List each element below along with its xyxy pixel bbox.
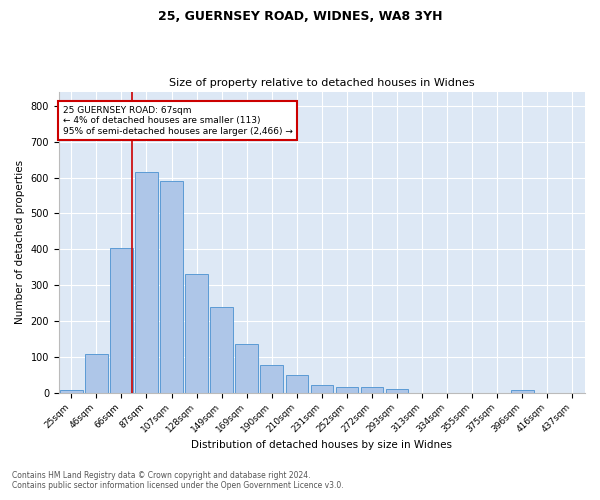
Bar bbox=[386, 390, 409, 392]
Bar bbox=[260, 364, 283, 392]
X-axis label: Distribution of detached houses by size in Widnes: Distribution of detached houses by size … bbox=[191, 440, 452, 450]
Text: 25 GUERNSEY ROAD: 67sqm
← 4% of detached houses are smaller (113)
95% of semi-de: 25 GUERNSEY ROAD: 67sqm ← 4% of detached… bbox=[62, 106, 292, 136]
Bar bbox=[110, 248, 133, 392]
Bar bbox=[511, 390, 533, 392]
Bar bbox=[361, 388, 383, 392]
Y-axis label: Number of detached properties: Number of detached properties bbox=[15, 160, 25, 324]
Bar bbox=[60, 390, 83, 392]
Bar bbox=[185, 274, 208, 392]
Bar bbox=[135, 172, 158, 392]
Text: 25, GUERNSEY ROAD, WIDNES, WA8 3YH: 25, GUERNSEY ROAD, WIDNES, WA8 3YH bbox=[158, 10, 442, 23]
Bar bbox=[85, 354, 107, 393]
Bar bbox=[286, 374, 308, 392]
Text: Contains HM Land Registry data © Crown copyright and database right 2024.
Contai: Contains HM Land Registry data © Crown c… bbox=[12, 470, 344, 490]
Bar bbox=[211, 308, 233, 392]
Bar bbox=[311, 385, 333, 392]
Title: Size of property relative to detached houses in Widnes: Size of property relative to detached ho… bbox=[169, 78, 475, 88]
Bar bbox=[335, 388, 358, 392]
Bar bbox=[235, 344, 258, 393]
Bar bbox=[160, 181, 183, 392]
